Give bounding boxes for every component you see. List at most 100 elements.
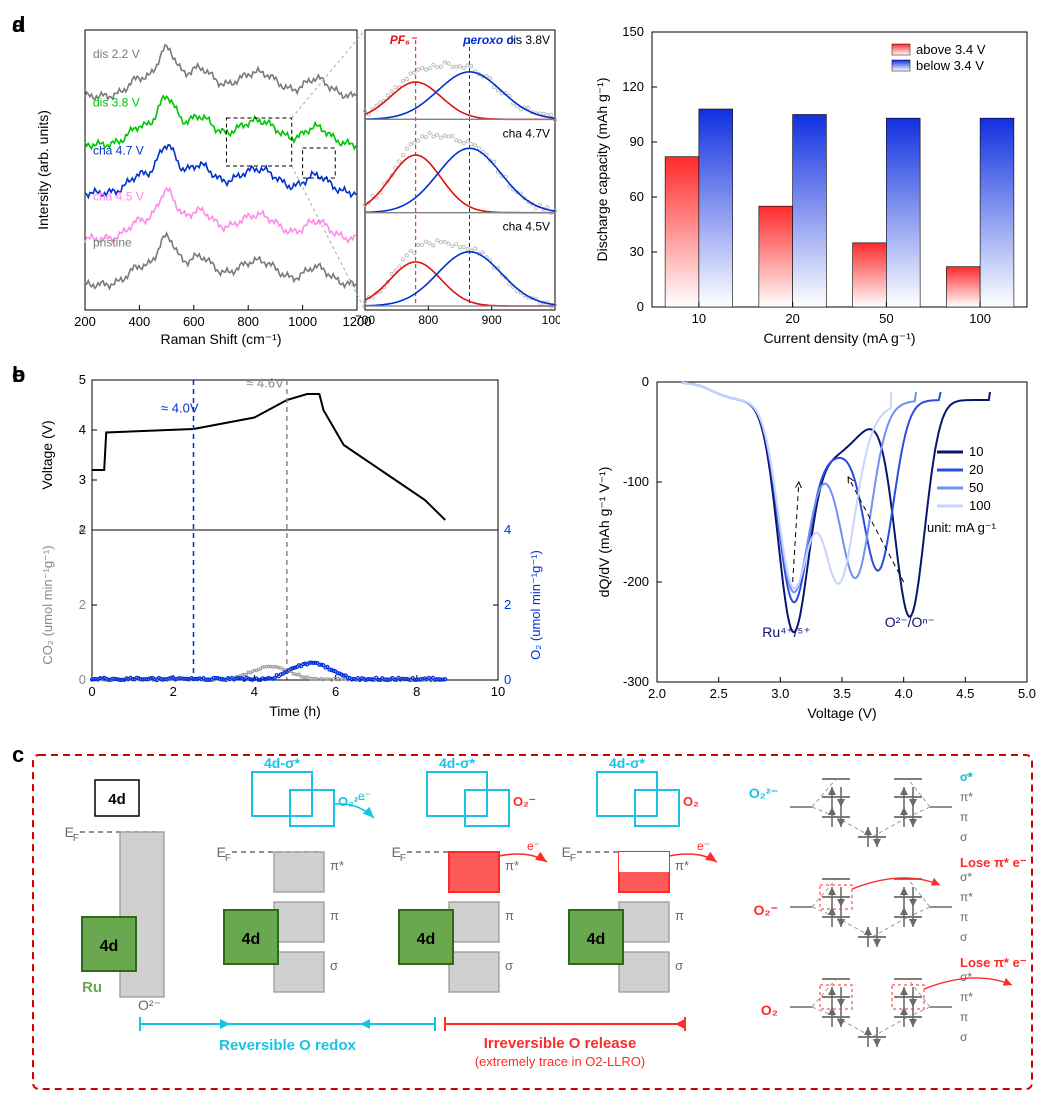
svg-text:200: 200 — [74, 314, 96, 329]
svg-text:3.5: 3.5 — [833, 686, 851, 701]
svg-text:O²⁻: O²⁻ — [138, 997, 161, 1013]
svg-text:Intersity (arb. units): Intersity (arb. units) — [35, 110, 51, 230]
panel-a: 20040060080010001200Raman Shift (cm⁻¹)In… — [30, 22, 560, 352]
svg-text:Voltage (V): Voltage (V) — [807, 705, 876, 721]
svg-text:1000: 1000 — [542, 313, 560, 327]
svg-text:Ru⁴⁺/⁵⁺: Ru⁴⁺/⁵⁺ — [762, 624, 810, 640]
svg-text:σ: σ — [960, 930, 968, 944]
svg-text:Time (h): Time (h) — [269, 703, 321, 719]
svg-text:O₂⁻: O₂⁻ — [513, 794, 536, 809]
svg-text:150: 150 — [622, 24, 644, 39]
svg-text:e⁻: e⁻ — [697, 839, 710, 853]
figure-root: a b c d e 20040060080010001200Raman Shif… — [12, 12, 1045, 1094]
svg-text:cha 4.7 V: cha 4.7 V — [93, 144, 144, 158]
svg-text:Discharge capacity (mAh g⁻¹): Discharge capacity (mAh g⁻¹) — [594, 77, 610, 261]
label-d: d — [12, 12, 25, 38]
svg-text:30: 30 — [630, 244, 644, 259]
svg-text:90: 90 — [630, 134, 644, 149]
svg-text:σ: σ — [960, 830, 968, 844]
svg-text:8: 8 — [413, 684, 420, 699]
svg-text:-300: -300 — [623, 674, 649, 689]
svg-text:4d: 4d — [587, 931, 606, 948]
svg-text:10: 10 — [692, 311, 706, 326]
svg-text:4: 4 — [79, 522, 86, 537]
svg-text:6: 6 — [332, 684, 339, 699]
svg-text:2: 2 — [504, 597, 511, 612]
svg-text:dis 2.2 V: dis 2.2 V — [93, 47, 140, 61]
svg-text:F: F — [400, 853, 406, 864]
svg-text:π*: π* — [960, 890, 973, 904]
svg-text:5: 5 — [79, 372, 86, 387]
svg-text:-100: -100 — [623, 474, 649, 489]
svg-text:Current density (mA g⁻¹): Current density (mA g⁻¹) — [763, 330, 915, 346]
svg-text:2.5: 2.5 — [710, 686, 728, 701]
svg-text:Reversible O redox: Reversible O redox — [219, 1037, 356, 1054]
svg-text:900: 900 — [482, 313, 502, 327]
svg-text:4d: 4d — [417, 931, 436, 948]
svg-text:σ*: σ* — [960, 870, 972, 884]
svg-text:Raman Shift (cm⁻¹): Raman Shift (cm⁻¹) — [161, 331, 282, 347]
svg-text:0: 0 — [88, 684, 95, 699]
svg-text:50: 50 — [969, 480, 983, 495]
svg-text:4d: 4d — [100, 938, 119, 955]
svg-text:dQ/dV (mAh g⁻¹ V⁻¹): dQ/dV (mAh g⁻¹ V⁻¹) — [596, 467, 612, 598]
svg-text:60: 60 — [630, 189, 644, 204]
svg-text:120: 120 — [622, 79, 644, 94]
svg-text:4d-σ*: 4d-σ* — [609, 755, 646, 771]
label-c: c — [12, 742, 24, 768]
svg-text:below 3.4 V: below 3.4 V — [916, 58, 984, 73]
panel-b: 2345Voltage (V)≈ 4.0V≈ 4.6V0022440246810… — [30, 372, 560, 732]
svg-text:≈ 4.0V: ≈ 4.0V — [161, 401, 199, 416]
svg-text:0: 0 — [642, 374, 649, 389]
svg-text:unit: mA g⁻¹: unit: mA g⁻¹ — [927, 520, 997, 535]
svg-text:CO₂ (umol min⁻¹g⁻¹): CO₂ (umol min⁻¹g⁻¹) — [40, 545, 55, 664]
svg-text:3.0: 3.0 — [771, 686, 789, 701]
svg-text:π: π — [330, 908, 339, 923]
svg-text:2: 2 — [170, 684, 177, 699]
svg-text:σ: σ — [675, 958, 683, 973]
svg-text:50: 50 — [879, 311, 893, 326]
svg-text:100: 100 — [969, 498, 991, 513]
svg-text:800: 800 — [237, 314, 259, 329]
svg-text:cha 4.7V: cha 4.7V — [503, 126, 550, 140]
svg-text:peroxo o⁻: peroxo o⁻ — [462, 33, 522, 47]
svg-text:PF₆⁻: PF₆⁻ — [390, 33, 418, 47]
svg-text:F: F — [225, 853, 231, 864]
svg-text:σ*: σ* — [960, 770, 973, 784]
svg-text:π: π — [960, 810, 968, 824]
svg-text:4: 4 — [79, 422, 86, 437]
svg-text:4: 4 — [504, 522, 511, 537]
svg-text:π*: π* — [960, 990, 973, 1004]
svg-text:π: π — [675, 908, 684, 923]
svg-text:-200: -200 — [623, 574, 649, 589]
svg-text:800: 800 — [418, 313, 438, 327]
svg-text:O₂²⁻: O₂²⁻ — [749, 785, 778, 801]
svg-text:1000: 1000 — [288, 314, 317, 329]
svg-text:above 3.4 V: above 3.4 V — [916, 42, 986, 57]
svg-text:700: 700 — [355, 313, 375, 327]
svg-text:O²⁻/Oⁿ⁻: O²⁻/Oⁿ⁻ — [885, 614, 935, 630]
svg-text:10: 10 — [491, 684, 505, 699]
svg-text:dis 3.8 V: dis 3.8 V — [93, 95, 140, 109]
svg-text:O₂: O₂ — [683, 794, 699, 809]
svg-text:e⁻: e⁻ — [527, 839, 540, 853]
svg-text:π*: π* — [505, 858, 519, 873]
label-e: e — [12, 362, 24, 388]
svg-text:(extremely trace in O2-LLRO): (extremely trace in O2-LLRO) — [475, 1054, 646, 1069]
svg-text:F: F — [73, 833, 79, 844]
svg-text:2.0: 2.0 — [648, 686, 666, 701]
svg-text:e⁻: e⁻ — [358, 789, 371, 803]
svg-text:σ: σ — [505, 958, 513, 973]
svg-text:Lose π* e⁻: Lose π* e⁻ — [960, 955, 1027, 970]
svg-text:5.0: 5.0 — [1018, 686, 1036, 701]
svg-text:400: 400 — [129, 314, 151, 329]
svg-text:π: π — [960, 910, 968, 924]
svg-text:F: F — [570, 853, 576, 864]
svg-text:π*: π* — [960, 790, 973, 804]
panel-d: 0306090120150Discharge capacity (mAh g⁻¹… — [587, 22, 1042, 352]
svg-text:π*: π* — [330, 858, 344, 873]
svg-text:4d: 4d — [242, 931, 261, 948]
svg-text:O₂⁻: O₂⁻ — [754, 902, 779, 918]
svg-text:20: 20 — [969, 462, 983, 477]
svg-text:4d-σ*: 4d-σ* — [264, 755, 301, 771]
